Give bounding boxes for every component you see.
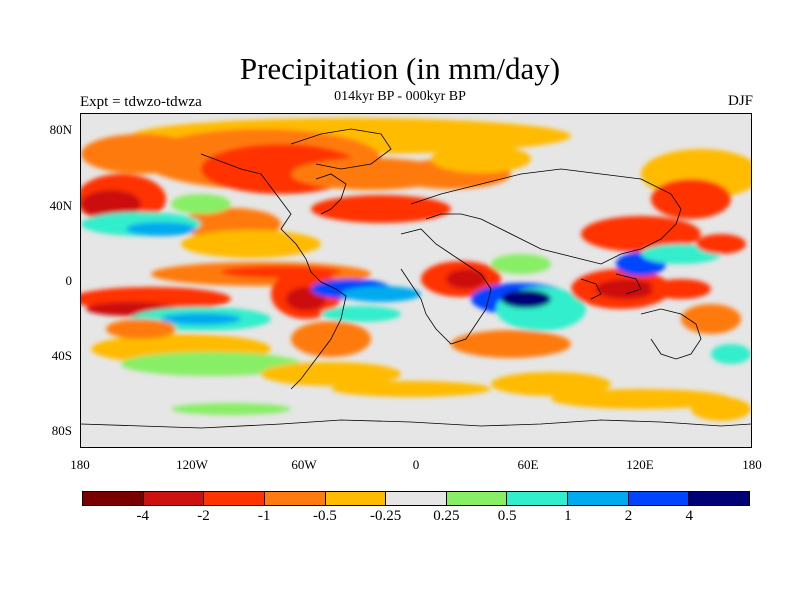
map-panel [80, 113, 752, 448]
colorbar-swatch [143, 492, 205, 505]
lon-label: 180 [742, 457, 762, 472]
colorbar-tick-label: 2 [624, 508, 633, 524]
lat-label: 80S [51, 423, 72, 438]
season-label: DJF [727, 93, 753, 109]
colorbar-tick-label: 1 [564, 508, 572, 524]
colorbar-tick-label: 0.25 [433, 508, 460, 524]
colorbar-tick-label: -0.5 [313, 508, 337, 524]
colorbar-swatch [264, 492, 326, 505]
colorbar-swatch [568, 492, 629, 505]
lat-label: 40N [49, 198, 72, 213]
lon-label: 60E [517, 457, 539, 472]
colorbar-swatch [325, 492, 387, 505]
lat-label: 0 [65, 273, 73, 288]
colorbar-swatch [83, 492, 144, 505]
colorbar-tick-label: -2 [197, 508, 210, 524]
lon-label: 180 [70, 457, 90, 472]
colorbar-tick-label: -0.25 [370, 508, 402, 524]
colorbar-swatch [386, 492, 447, 505]
lon-label: 120E [626, 457, 654, 472]
colorbar-swatch [446, 492, 508, 505]
colorbar-swatch [689, 492, 750, 505]
precipitation-map [81, 114, 751, 447]
colorbar-tick-label: -1 [257, 508, 271, 524]
lat-label: 40S [51, 348, 72, 363]
lon-label: 0 [412, 457, 420, 472]
colorbar-tick-label: 4 [685, 508, 694, 524]
colorbar-tick-label: 0.5 [497, 508, 517, 524]
lat-label: 80N [49, 122, 72, 137]
experiment-label: Expt = tdwzo-tdwza [80, 94, 202, 110]
colorbar-tick-label: -4 [136, 508, 149, 524]
plot-subtitle: 014kyr BP - 000kyr BP [334, 89, 466, 104]
lon-label: 120W [176, 457, 208, 472]
colorbar-swatch [628, 492, 690, 505]
plot-title: Precipitation (in mm/day) [239, 51, 561, 86]
colorbar [82, 491, 750, 506]
colorbar-swatch [507, 492, 569, 505]
lon-label: 60W [291, 457, 317, 472]
colorbar-swatch [204, 492, 265, 505]
